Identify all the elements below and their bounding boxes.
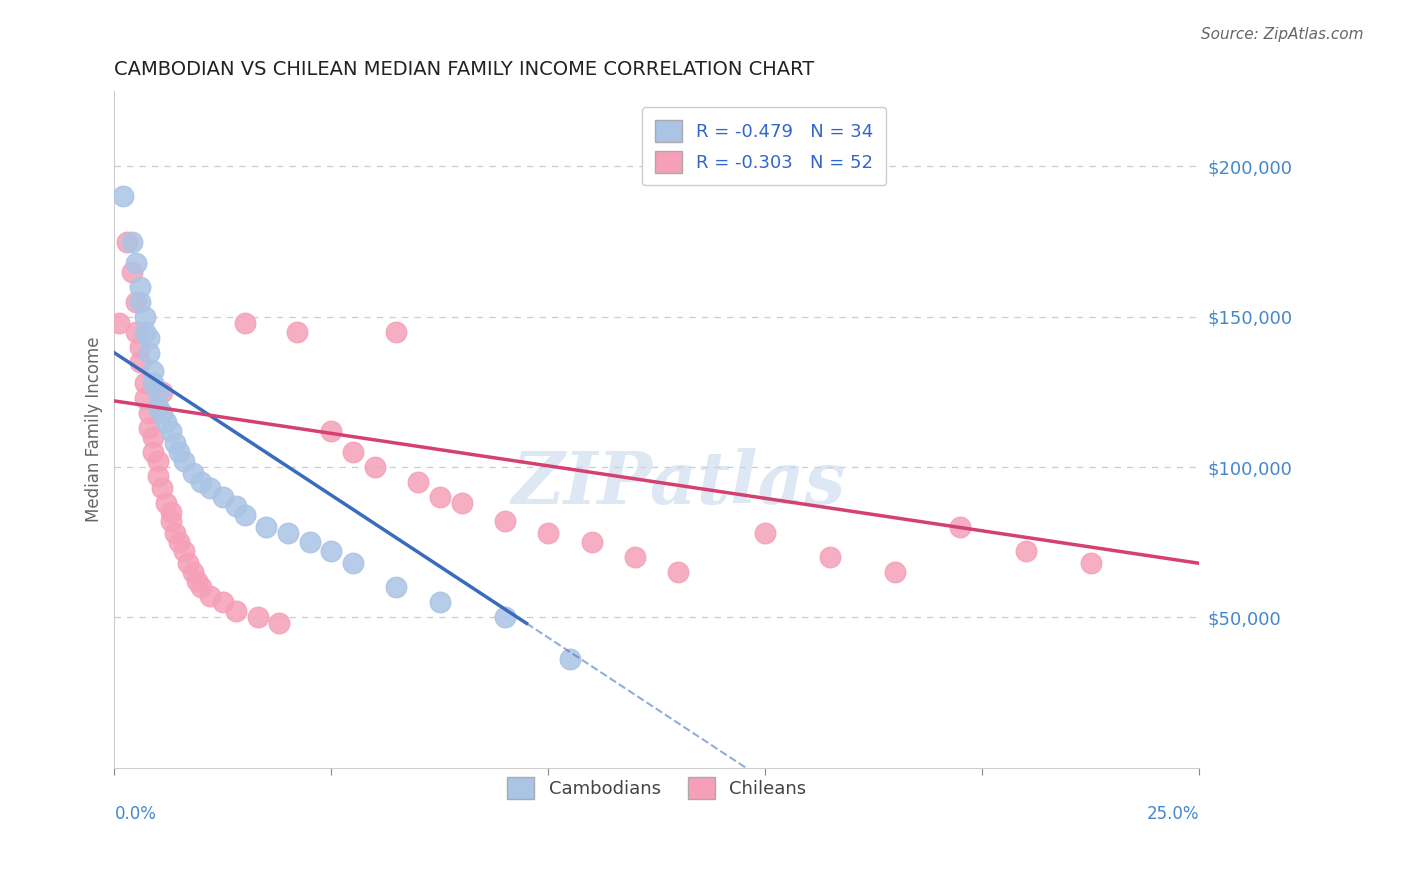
- Point: [159, 514, 181, 528]
- Point: [181, 466, 204, 480]
- Point: [129, 340, 152, 354]
- Point: [142, 445, 165, 459]
- Point: [225, 604, 247, 618]
- Legend: Cambodians, Chileans: Cambodians, Chileans: [501, 770, 814, 806]
- Point: [121, 235, 143, 249]
- Point: [125, 325, 148, 339]
- Point: [129, 355, 152, 369]
- Point: [142, 430, 165, 444]
- Point: [385, 325, 408, 339]
- Point: [169, 535, 191, 549]
- Y-axis label: Median Family Income: Median Family Income: [86, 337, 103, 522]
- Point: [494, 514, 516, 528]
- Point: [212, 595, 235, 609]
- Point: [129, 279, 152, 293]
- Point: [754, 526, 776, 541]
- Point: [190, 580, 212, 594]
- Point: [125, 255, 148, 269]
- Point: [1014, 544, 1036, 558]
- Point: [159, 505, 181, 519]
- Point: [321, 544, 343, 558]
- Point: [134, 391, 156, 405]
- Point: [142, 364, 165, 378]
- Point: [1080, 556, 1102, 570]
- Point: [112, 189, 135, 203]
- Point: [385, 580, 408, 594]
- Point: [146, 384, 169, 399]
- Point: [581, 535, 603, 549]
- Point: [198, 590, 221, 604]
- Point: [125, 294, 148, 309]
- Point: [146, 469, 169, 483]
- Text: 0.0%: 0.0%: [114, 805, 156, 823]
- Text: CAMBODIAN VS CHILEAN MEDIAN FAMILY INCOME CORRELATION CHART: CAMBODIAN VS CHILEAN MEDIAN FAMILY INCOM…: [114, 60, 814, 78]
- Text: 25.0%: 25.0%: [1147, 805, 1199, 823]
- Point: [165, 526, 187, 541]
- Point: [820, 550, 842, 565]
- Point: [949, 520, 972, 534]
- Point: [117, 235, 139, 249]
- Point: [146, 454, 169, 468]
- Point: [159, 424, 181, 438]
- Point: [146, 400, 169, 414]
- Point: [173, 454, 195, 468]
- Point: [138, 331, 160, 345]
- Point: [277, 526, 299, 541]
- Point: [134, 310, 156, 324]
- Point: [233, 508, 256, 523]
- Point: [233, 316, 256, 330]
- Point: [198, 481, 221, 495]
- Point: [884, 566, 907, 580]
- Point: [450, 496, 472, 510]
- Point: [537, 526, 560, 541]
- Point: [190, 475, 212, 489]
- Point: [321, 424, 343, 438]
- Point: [173, 544, 195, 558]
- Point: [342, 556, 364, 570]
- Text: Source: ZipAtlas.com: Source: ZipAtlas.com: [1201, 27, 1364, 42]
- Point: [342, 445, 364, 459]
- Point: [134, 325, 156, 339]
- Point: [150, 384, 173, 399]
- Point: [155, 415, 177, 429]
- Point: [181, 566, 204, 580]
- Point: [177, 556, 200, 570]
- Point: [406, 475, 429, 489]
- Point: [138, 406, 160, 420]
- Point: [150, 481, 173, 495]
- Point: [429, 595, 451, 609]
- Point: [298, 535, 321, 549]
- Point: [121, 265, 143, 279]
- Point: [269, 616, 291, 631]
- Point: [138, 346, 160, 360]
- Point: [429, 490, 451, 504]
- Text: ZIPatlas: ZIPatlas: [512, 448, 845, 519]
- Point: [107, 316, 129, 330]
- Point: [155, 496, 177, 510]
- Point: [558, 652, 581, 666]
- Point: [186, 574, 208, 589]
- Point: [212, 490, 235, 504]
- Point: [150, 406, 173, 420]
- Point: [364, 460, 387, 475]
- Point: [225, 499, 247, 513]
- Point: [142, 376, 165, 390]
- Point: [254, 520, 277, 534]
- Point: [134, 376, 156, 390]
- Point: [169, 445, 191, 459]
- Point: [668, 566, 690, 580]
- Point: [165, 436, 187, 450]
- Point: [246, 610, 269, 624]
- Point: [129, 294, 152, 309]
- Point: [494, 610, 516, 624]
- Point: [138, 421, 160, 435]
- Point: [285, 325, 308, 339]
- Point: [624, 550, 647, 565]
